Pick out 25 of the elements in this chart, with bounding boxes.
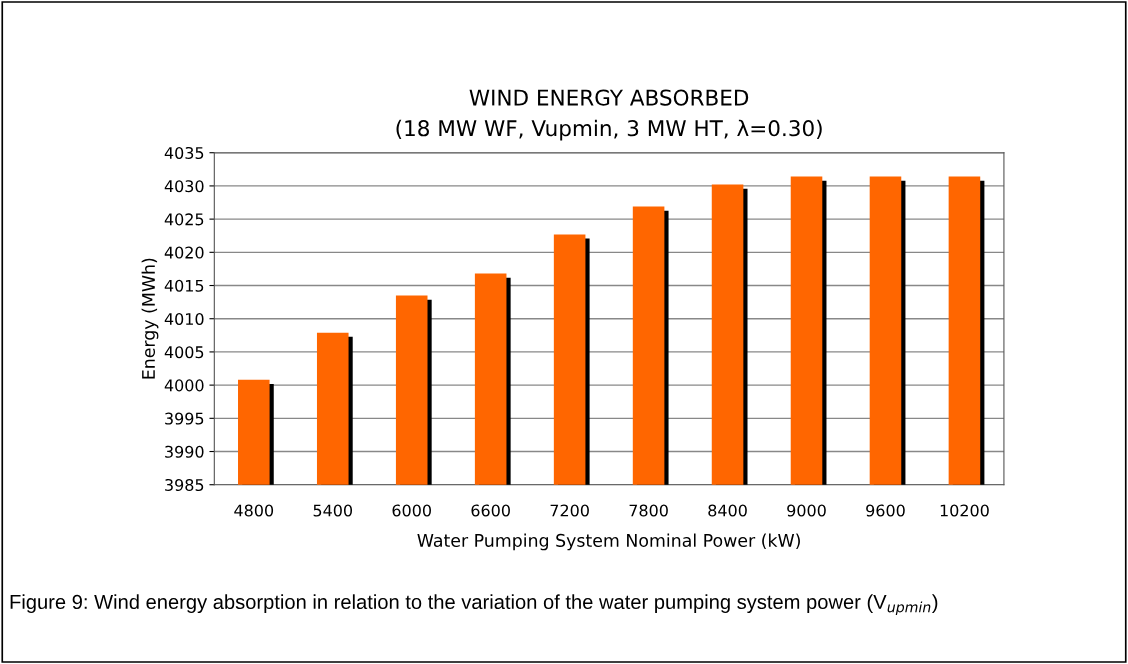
x-axis-title: Water Pumping System Nominal Power (kW): [417, 533, 800, 551]
x-tick-label: 7800: [629, 504, 668, 517]
x-tick-label: 8400: [708, 504, 747, 517]
y-tick-label: 3990: [165, 445, 204, 458]
x-tick-label: 9600: [866, 504, 905, 517]
y-tick-label: 4025: [164, 213, 204, 226]
x-tick-label: 6600: [471, 504, 510, 517]
y-tick-label: 4030: [164, 180, 204, 193]
y-tick-label: 4010: [164, 312, 204, 326]
caption: Figure 9: Wind energy absorption in relation to the variation of the water pumping system power (V$_{upmin}$): [10, 594, 938, 616]
x-tick-label: 6000: [392, 504, 431, 517]
y-tick-label: 4015: [164, 279, 204, 292]
y-tick-label: 4020: [164, 246, 204, 259]
y-tick-label: 3995: [165, 412, 204, 425]
x-tick-label: 7200: [550, 504, 589, 517]
x-tick-label: 4800: [234, 504, 274, 517]
chart-title: WIND ENERGY ABSORBED (18 MW WF, Vupmin, 3 MW HT, λ=0.30): [396, 89, 822, 141]
y-tick-label: 4000: [164, 379, 204, 392]
y-tick-label: 4005: [164, 346, 204, 359]
x-tick-label: 9000: [787, 504, 826, 517]
x-tick-label: 5400: [313, 504, 353, 517]
x-tick-label: 10200: [940, 504, 989, 517]
y-tick-label: 3985: [165, 478, 204, 492]
y-axis-title: Energy (MWh): [141, 258, 159, 379]
y-tick-label: 4035: [164, 146, 204, 160]
